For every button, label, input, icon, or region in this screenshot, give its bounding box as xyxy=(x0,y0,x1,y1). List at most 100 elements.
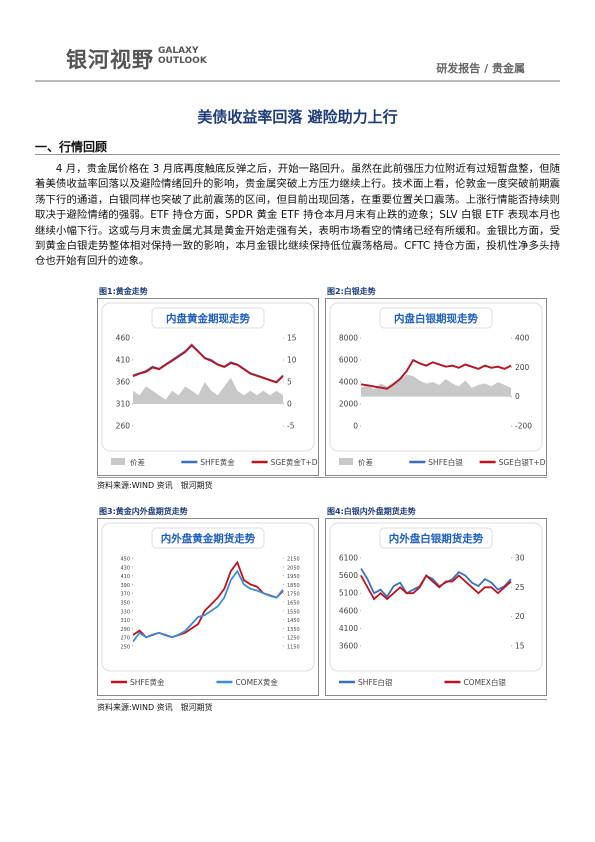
section-heading: 一、行情回顾 xyxy=(35,140,108,154)
area xyxy=(133,377,283,404)
y-tick-label: 390 xyxy=(120,583,130,589)
chart-title: 内盘白银期现走势 xyxy=(394,312,478,325)
y-tick-label: 270 xyxy=(120,636,130,642)
y2-tick-label: 2150 xyxy=(287,557,300,563)
line xyxy=(360,574,512,601)
y2-tick-label: 0 xyxy=(287,400,292,409)
legend-label: COMEX白银 xyxy=(463,677,506,687)
figure-label: 图1:黄金走势 xyxy=(99,287,148,296)
y-tick-label: 410 xyxy=(120,574,130,580)
y-tick-label: 6100 xyxy=(339,554,358,563)
y2-tick-label: 20 xyxy=(515,612,525,621)
legend-label: SGE黄金T+D xyxy=(271,457,318,467)
y-tick-label: 6000 xyxy=(339,356,358,365)
y-tick-label: 5100 xyxy=(339,589,358,598)
legend-label: SHFE黄金 xyxy=(130,677,165,687)
logo: 银河视野 xyxy=(66,48,154,72)
y2-tick-label: 1350 xyxy=(287,627,300,633)
title-box xyxy=(379,527,493,549)
y2-tick-label: 1450 xyxy=(287,618,300,624)
legend-label: 价差 xyxy=(130,457,145,467)
chart: 内外盘白银期货走势 3600 4100 4600 5100 5600 6100 15 20 25 3… xyxy=(325,518,547,696)
legend-label: SHFE黄金 xyxy=(200,457,235,467)
legend-swatch xyxy=(339,458,353,465)
y-tick-label: 330 xyxy=(120,609,130,615)
y-tick-label: 3600 xyxy=(339,642,358,651)
figure-rule xyxy=(97,699,547,700)
y2-tick-label: 15 xyxy=(515,642,525,651)
line xyxy=(132,569,284,643)
chart-panel xyxy=(101,302,315,452)
y2-tick-label: 30 xyxy=(515,554,525,563)
chart-title: 内外盘黄金期货走势 xyxy=(161,532,256,545)
y2-tick-label: 0 xyxy=(515,392,520,401)
y-tick-label: 260 xyxy=(116,422,131,431)
y2-tick-label: 1750 xyxy=(287,592,300,598)
y-tick-label: 2000 xyxy=(339,400,358,409)
chart-panel xyxy=(329,522,543,672)
y-tick-label: 290 xyxy=(120,627,130,633)
y-tick-label: 310 xyxy=(120,618,130,624)
chart: 内盘黄金期现走势 260 310 360 410 460 -5 0 5 10 15 价差 SHFE黄金 S… xyxy=(97,298,319,476)
source-note: 资料来源:WIND 资讯 银河期货 xyxy=(97,481,213,490)
y-tick-label: 4600 xyxy=(339,606,358,615)
legend-label: SGE白银T+D xyxy=(499,457,546,467)
section-rule xyxy=(35,154,560,155)
category: 研发报告 / 贵金属 xyxy=(436,62,525,75)
header-rule xyxy=(35,80,560,82)
y2-tick-label: 1650 xyxy=(287,601,300,607)
figure-rule xyxy=(97,477,547,478)
line xyxy=(132,344,284,384)
legend-label: 价差 xyxy=(358,457,373,467)
y-tick-label: 0 xyxy=(353,422,358,431)
legend-label: SHFE白银 xyxy=(428,457,463,467)
y2-tick-label: 25 xyxy=(515,583,525,592)
chart: 内盘白银期现走势 0 2000 4000 6000 8000 -200 0 200 400 价差 SH… xyxy=(325,298,547,476)
y-tick-label: 350 xyxy=(120,601,130,607)
chart: 内外盘黄金期货走势 250 270 290 310 330 350 370 390 410 430 4… xyxy=(97,518,319,696)
paragraph: 4 月，贵金属价格在 3 月底再度触底反弹之后，开始一路回升。虽然在此前强压力位… xyxy=(35,163,560,268)
y2-tick-label: 1550 xyxy=(287,609,300,615)
report-title: 美债收益率回落 避险助力上行 xyxy=(197,108,398,126)
y2-tick-label: 1250 xyxy=(287,636,300,642)
y-tick-label: 310 xyxy=(116,400,131,409)
y-tick-label: 8000 xyxy=(339,334,358,343)
y2-tick-label: 5 xyxy=(287,378,292,387)
y2-tick-label: 15 xyxy=(287,334,297,343)
chart-title: 内盘黄金期现走势 xyxy=(166,312,250,325)
figure-label: 图2:白银走势 xyxy=(327,287,376,296)
y2-tick-label: 400 xyxy=(515,334,530,343)
y2-tick-label: 2050 xyxy=(287,565,300,571)
line xyxy=(360,359,512,390)
y-tick-label: 5600 xyxy=(339,571,358,580)
y-tick-label: 460 xyxy=(116,334,131,343)
legend-label: SHFE白银 xyxy=(358,677,393,687)
y-tick-label: 450 xyxy=(120,557,130,563)
logo-en-2: OUTLOOK xyxy=(158,56,207,66)
y2-tick-label: -5 xyxy=(287,422,295,431)
y2-tick-label: -200 xyxy=(515,422,532,431)
y2-tick-label: 1850 xyxy=(287,583,300,589)
y-tick-label: 4000 xyxy=(339,378,358,387)
y-tick-label: 360 xyxy=(116,378,131,387)
figure-label: 图4:白银内外盘期货走势 xyxy=(327,507,416,516)
y2-tick-label: 1150 xyxy=(287,645,300,651)
line xyxy=(360,568,512,599)
chart-panel xyxy=(329,302,543,452)
logo-en: GALAXY OUTLOOK xyxy=(158,46,207,66)
source-note: 资料来源:WIND 资讯 银河期货 xyxy=(97,703,213,712)
y2-tick-label: 200 xyxy=(515,363,530,372)
logo-en-1: GALAXY xyxy=(158,46,199,56)
legend-swatch xyxy=(111,458,125,465)
title-box xyxy=(379,307,493,329)
y2-tick-label: 10 xyxy=(287,356,297,365)
y-tick-label: 250 xyxy=(120,645,130,651)
legend-label: COMEX黄金 xyxy=(235,677,278,687)
figure-label: 图3:黄金内外盘期货走势 xyxy=(99,507,188,516)
title-box xyxy=(151,527,265,549)
y-tick-label: 430 xyxy=(120,565,130,571)
title-box xyxy=(151,307,265,329)
y-tick-label: 410 xyxy=(116,356,131,365)
chart-title: 内外盘白银期货走势 xyxy=(389,532,484,545)
